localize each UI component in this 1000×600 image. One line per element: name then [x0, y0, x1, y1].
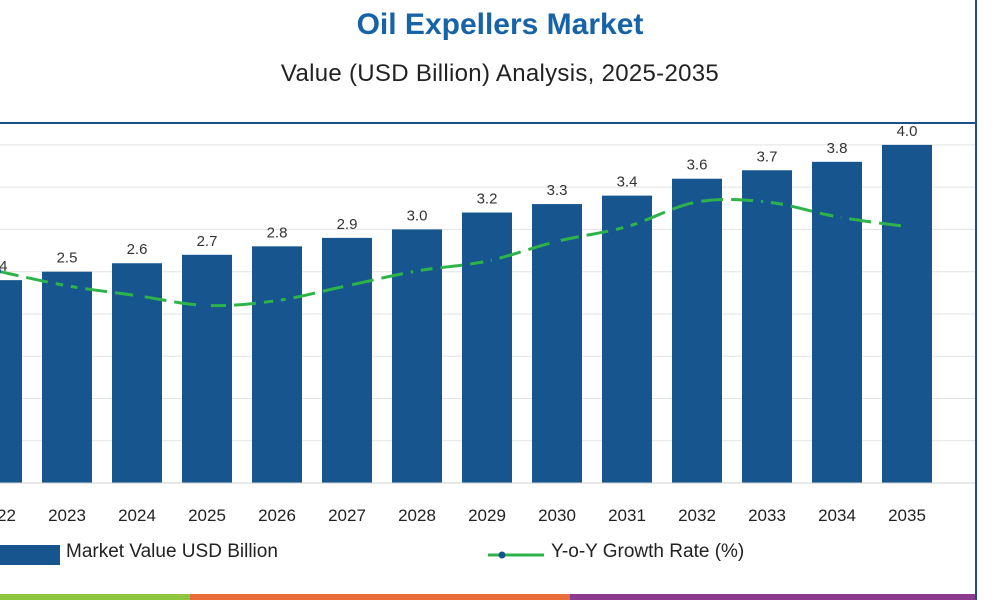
growth-rate-point	[693, 197, 701, 206]
bar-value-label: 3.7	[757, 148, 778, 165]
growth-rate-point	[763, 197, 771, 206]
x-tick-label: 2026	[258, 506, 296, 525]
bar	[812, 161, 862, 484]
x-tick-label: 2029	[468, 506, 506, 525]
bottom-color-band	[0, 594, 975, 600]
growth-rate-point	[203, 301, 211, 310]
bar-value-label: 2.5	[57, 250, 78, 267]
growth-rate-point	[413, 266, 421, 275]
bar-value-label: 2.7	[197, 233, 218, 250]
x-tick-label: 2023	[48, 506, 86, 525]
x-tick-label: 2022	[0, 506, 16, 525]
bar-value-label: 3.3	[547, 182, 568, 199]
x-tick-label: 2028	[398, 506, 436, 525]
bar	[602, 195, 652, 483]
band-segment-purple	[570, 594, 975, 600]
bar-value-label: 2.4	[0, 258, 7, 275]
bar	[322, 237, 372, 483]
growth-rate-point	[553, 237, 561, 246]
growth-rate-point	[483, 257, 491, 266]
bar	[0, 280, 22, 483]
bar-value-label: 4.0	[897, 123, 918, 140]
bar-value-label: 3.6	[687, 157, 708, 174]
bar-value-label: 2.8	[267, 224, 288, 241]
x-tick-label: 2031	[608, 506, 646, 525]
x-tick-label: 2024	[118, 506, 156, 525]
bar	[252, 246, 302, 483]
growth-rate-point	[343, 281, 351, 290]
x-tick-label: 2033	[748, 506, 786, 525]
growth-rate-point	[833, 212, 841, 221]
bar	[672, 178, 722, 483]
x-tick-label: 2030	[538, 506, 576, 525]
header-divider	[0, 122, 975, 124]
bar	[112, 263, 162, 483]
x-tick-label: 2032	[678, 506, 716, 525]
growth-rate-point	[0, 268, 1, 274]
legend-line-label: Y-o-Y Growth Rate (%)	[551, 541, 745, 562]
bar	[882, 144, 932, 483]
right-border	[975, 0, 977, 600]
x-tick-label: 2025	[188, 506, 226, 525]
bar	[532, 204, 582, 484]
growth-rate-point	[63, 281, 71, 290]
bar-value-label: 3.8	[827, 140, 848, 157]
growth-rate-point	[903, 222, 911, 231]
growth-rate-point	[133, 291, 141, 300]
bar	[742, 170, 792, 483]
bar	[182, 254, 232, 483]
bar-value-label: 3.4	[617, 174, 638, 191]
x-tick-label: 2034	[818, 506, 856, 525]
bar-value-label: 3.2	[477, 191, 498, 208]
bar-value-label: 2.6	[127, 241, 148, 258]
bar-value-label: 2.9	[337, 216, 358, 233]
legend-line-swatch	[488, 551, 544, 559]
chart-title: Oil Expellers Market	[356, 8, 644, 41]
bar	[462, 212, 512, 483]
x-tick-label: 2035	[888, 506, 926, 525]
band-segment-orange	[190, 594, 570, 600]
growth-rate-point	[273, 296, 281, 305]
bar	[42, 271, 92, 483]
legend-bar-label: Market Value USD Billion	[66, 541, 278, 562]
bar-value-label: 3.0	[407, 207, 428, 224]
x-tick-label: 2027	[328, 506, 366, 525]
growth-rate-line	[0, 197, 908, 308]
growth-rate-point	[623, 222, 631, 231]
legend-bar-swatch	[0, 545, 60, 565]
band-segment-green	[0, 594, 190, 600]
chart-subtitle: Value (USD Billion) Analysis, 2025-2035	[280, 60, 720, 87]
